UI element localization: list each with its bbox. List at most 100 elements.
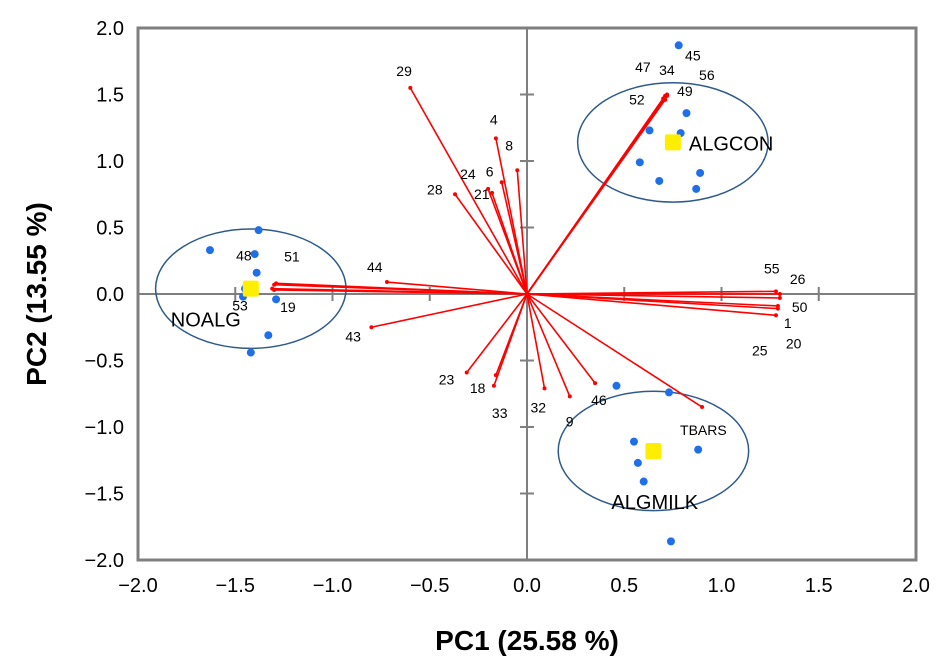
y-tick-label: 2.0	[96, 18, 124, 40]
loading-vector-tip	[773, 289, 778, 294]
loading-label: 32	[531, 399, 547, 415]
loading-label: TBARS	[680, 422, 727, 438]
score-point	[639, 477, 648, 486]
loading-vector	[526, 293, 778, 310]
group-circle	[576, 81, 769, 203]
score-point	[655, 176, 664, 185]
loading-vector	[274, 289, 528, 295]
x-tick-label: −1.5	[216, 575, 255, 597]
loading-vector-tip	[272, 288, 277, 293]
score-point	[254, 226, 263, 235]
loading-vector-tip	[408, 85, 413, 90]
score-point	[264, 331, 273, 340]
loading-vector	[526, 293, 546, 389]
y-tick-label: −2.0	[85, 550, 124, 572]
loading-label: 21	[474, 186, 490, 202]
loading-vector	[516, 170, 528, 295]
loading-vector-tip	[777, 295, 782, 300]
score-point	[272, 295, 281, 304]
y-tick-label: −1.5	[85, 484, 124, 506]
loading-vector	[526, 293, 777, 317]
y-tick-label: 1.0	[96, 151, 124, 173]
score-point	[629, 437, 638, 446]
x-tick-label: 0.5	[610, 575, 638, 597]
loading-label: 53	[232, 298, 248, 314]
score-point	[612, 381, 621, 390]
loading-vector	[491, 192, 528, 295]
loading-label: 8	[505, 137, 513, 153]
group-circle	[154, 228, 347, 350]
score-point	[635, 158, 644, 167]
loading-label: 4	[490, 111, 498, 127]
y-tick-label: −1.0	[85, 417, 124, 439]
loading-label: 55	[764, 260, 780, 276]
loading-vector	[386, 281, 528, 295]
loading-label: 46	[591, 392, 607, 408]
score-point	[246, 348, 255, 357]
group-centroid	[645, 442, 662, 459]
loading-label: 44	[367, 259, 383, 275]
loading-label: 1	[784, 315, 792, 331]
loading-label: 29	[396, 63, 412, 79]
score-point	[692, 184, 701, 193]
loading-vector	[371, 293, 528, 329]
x-tick-label: 1.5	[805, 575, 833, 597]
loading-vector-tip	[700, 405, 705, 410]
loading-vector	[409, 87, 528, 295]
x-axis-title: PC1 (25.58 %)	[435, 625, 619, 656]
loading-vector-tip	[486, 186, 491, 191]
x-tick-label: 0.0	[513, 575, 541, 597]
loading-label: 43	[345, 328, 361, 344]
loading-vector-tip	[499, 180, 504, 185]
loading-vector	[276, 282, 528, 295]
x-tick-labels: −2.0 −1.5 −1.0 −0.5 0.0 0.5 1.0 1.5 2.0	[118, 575, 930, 597]
score-point	[633, 458, 642, 467]
loading-vector-tip	[369, 325, 374, 330]
score-point	[250, 250, 259, 259]
score-point	[205, 246, 214, 255]
loading-label: 18	[470, 380, 486, 396]
score-point	[664, 388, 673, 397]
score-point	[645, 126, 654, 135]
loading-label: 47	[635, 59, 651, 75]
loading-label: 33	[492, 405, 508, 421]
x-tick-label: 2.0	[902, 575, 930, 597]
score-point	[696, 168, 705, 177]
loading-label: 50	[792, 299, 808, 315]
loading-vector-tip	[663, 97, 668, 102]
y-tick-label: 1.5	[96, 85, 124, 107]
group-centroids	[242, 134, 681, 459]
score-point	[682, 109, 691, 118]
loading-vector-tip	[493, 136, 498, 141]
loading-vector-tip	[567, 394, 572, 399]
loading-vector	[466, 293, 528, 373]
loading-label: 19	[280, 299, 296, 315]
loading-label: 52	[629, 91, 645, 107]
group-label: ALGMILK	[611, 492, 698, 514]
group-centroid	[242, 280, 259, 297]
loading-label: 6	[486, 163, 494, 179]
loading-vector-tip	[453, 192, 458, 197]
loading-label: 49	[677, 83, 693, 99]
x-tick-label: −1.0	[313, 575, 352, 597]
score-point	[694, 445, 703, 454]
loading-vectors	[270, 85, 782, 410]
y-tick-label: −0.5	[85, 351, 124, 373]
y-axis-title: PC2 (13.55 %)	[21, 202, 52, 386]
score-point	[666, 537, 675, 546]
loading-vector-tip	[593, 381, 598, 386]
loading-label: 56	[699, 67, 715, 83]
y-tick-label: 0.5	[96, 218, 124, 240]
loading-vector	[454, 193, 528, 295]
loading-label: 34	[659, 62, 675, 78]
loading-vector-tip	[464, 370, 469, 375]
loading-vector	[500, 182, 528, 295]
loading-vector-tip	[384, 280, 389, 285]
loading-label: 26	[790, 271, 806, 287]
loading-vector-tip	[773, 313, 778, 318]
loading-label: 48	[236, 248, 252, 264]
loading-label: 45	[685, 48, 701, 64]
loading-vector-tip	[489, 190, 494, 195]
